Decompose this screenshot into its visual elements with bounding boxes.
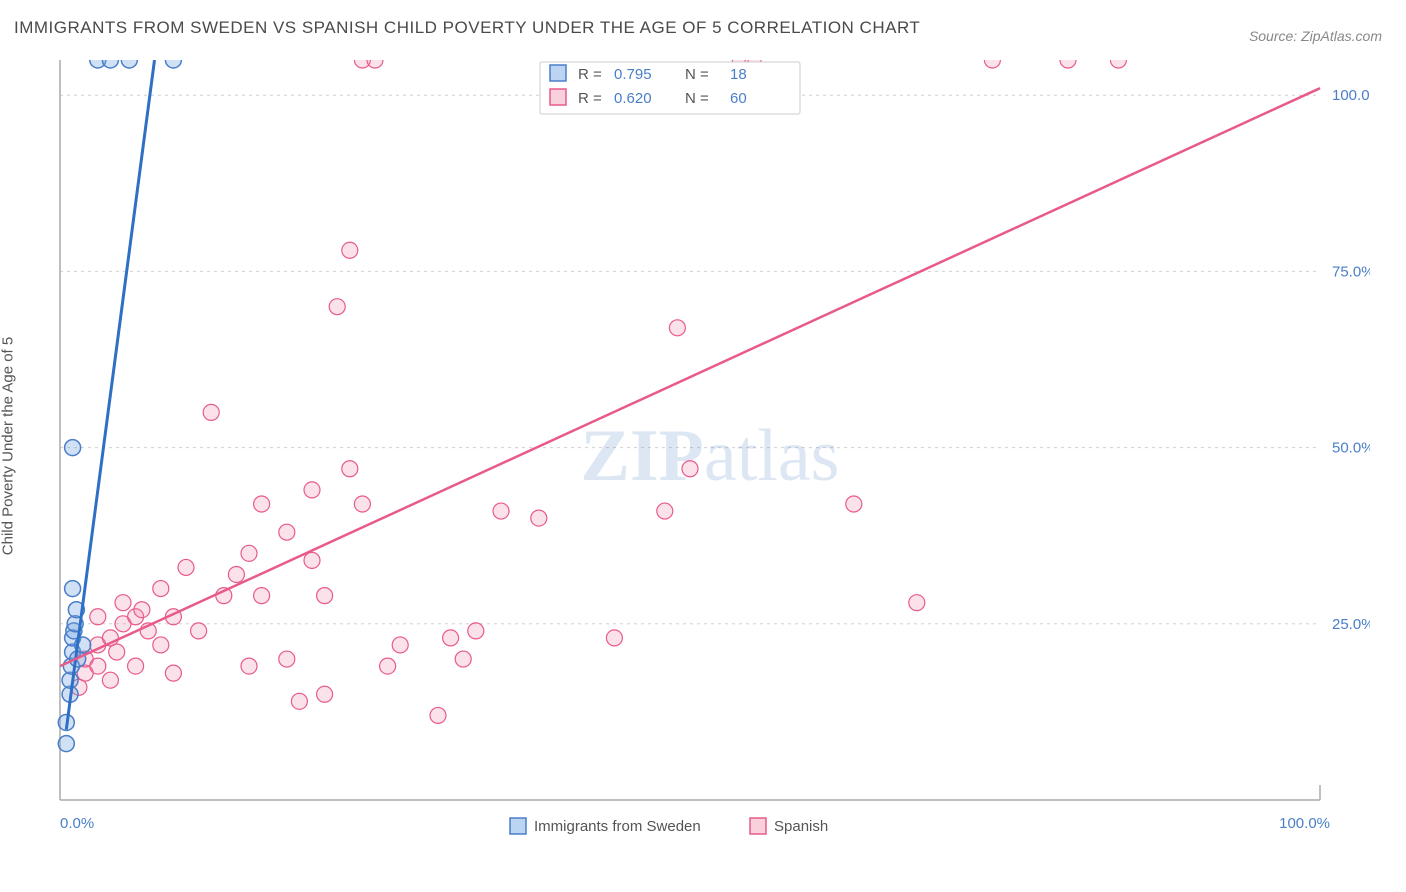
legend-R-label: R = [578, 90, 602, 107]
data-point [279, 651, 295, 667]
legend-swatch [550, 89, 566, 105]
legend-N-value: 18 [730, 66, 747, 83]
data-point [102, 672, 118, 688]
data-point [90, 658, 106, 674]
data-point [304, 482, 320, 498]
data-point [279, 524, 295, 540]
data-point [102, 60, 118, 68]
data-point [128, 658, 144, 674]
data-point [606, 630, 622, 646]
legend-swatch [550, 65, 566, 81]
data-point [443, 630, 459, 646]
data-point [846, 496, 862, 512]
data-point [178, 559, 194, 575]
data-point [1060, 60, 1076, 68]
data-point [317, 686, 333, 702]
data-point [90, 609, 106, 625]
y-tick-label: 100.0% [1332, 87, 1370, 104]
data-point [134, 602, 150, 618]
legend-N-label: N = [685, 90, 709, 107]
regression-line [60, 88, 1320, 666]
y-tick-label: 25.0% [1332, 616, 1370, 633]
data-point [669, 320, 685, 336]
legend-swatch [510, 818, 526, 834]
data-point [342, 461, 358, 477]
regression-lines [60, 60, 1320, 730]
legend-series-label: Spanish [774, 818, 828, 835]
data-point [304, 552, 320, 568]
data-point [329, 299, 345, 315]
data-point [682, 461, 698, 477]
data-point [65, 581, 81, 597]
data-point [115, 595, 131, 611]
legend-R-label: R = [578, 66, 602, 83]
data-point [984, 60, 1000, 68]
legend-series: Immigrants from Sweden Spanish [510, 818, 828, 835]
watermark: ZIPatlas [581, 415, 840, 497]
x-tick-label: 100.0% [1279, 815, 1330, 832]
data-point [191, 623, 207, 639]
data-point [657, 503, 673, 519]
legend-series-label: Immigrants from Sweden [534, 818, 701, 835]
data-point [254, 588, 270, 604]
data-point [455, 651, 471, 667]
y-tick-label: 50.0% [1332, 440, 1370, 457]
data-point [342, 242, 358, 258]
x-tick-label: 0.0% [60, 815, 94, 832]
y-tick-label: 75.0% [1332, 263, 1370, 280]
legend-N-value: 60 [730, 90, 747, 107]
source-label: Source: ZipAtlas.com [1249, 28, 1382, 44]
data-point [165, 60, 181, 68]
data-point [531, 510, 547, 526]
chart-title: IMMIGRANTS FROM SWEDEN VS SPANISH CHILD … [14, 18, 920, 38]
data-point [354, 496, 370, 512]
legend-R-value: 0.620 [614, 90, 652, 107]
chart-svg: ZIPatlas R = 0.795 N = 18 R = 0.620 N = 60 25.0… [50, 60, 1370, 840]
data-point [909, 595, 925, 611]
data-point [228, 566, 244, 582]
plot-area: ZIPatlas R = 0.795 N = 18 R = 0.620 N = 60 25.0… [50, 60, 1370, 840]
data-point [1110, 60, 1126, 68]
data-point [241, 545, 257, 561]
data-point [380, 658, 396, 674]
legend-swatch [750, 818, 766, 834]
data-point [254, 496, 270, 512]
data-point [493, 503, 509, 519]
legend-correlation: R = 0.795 N = 18 R = 0.620 N = 60 [540, 62, 800, 114]
data-point [165, 665, 181, 681]
data-point [121, 60, 137, 68]
data-point [153, 581, 169, 597]
data-point [317, 588, 333, 604]
legend-R-value: 0.795 [614, 66, 652, 83]
data-point [392, 637, 408, 653]
legend-N-label: N = [685, 66, 709, 83]
data-point [203, 404, 219, 420]
data-point [153, 637, 169, 653]
data-point [367, 60, 383, 68]
data-point [241, 658, 257, 674]
data-point [109, 644, 125, 660]
data-point [468, 623, 484, 639]
data-point [430, 707, 446, 723]
data-point [291, 693, 307, 709]
data-point [58, 736, 74, 752]
data-point [65, 440, 81, 456]
